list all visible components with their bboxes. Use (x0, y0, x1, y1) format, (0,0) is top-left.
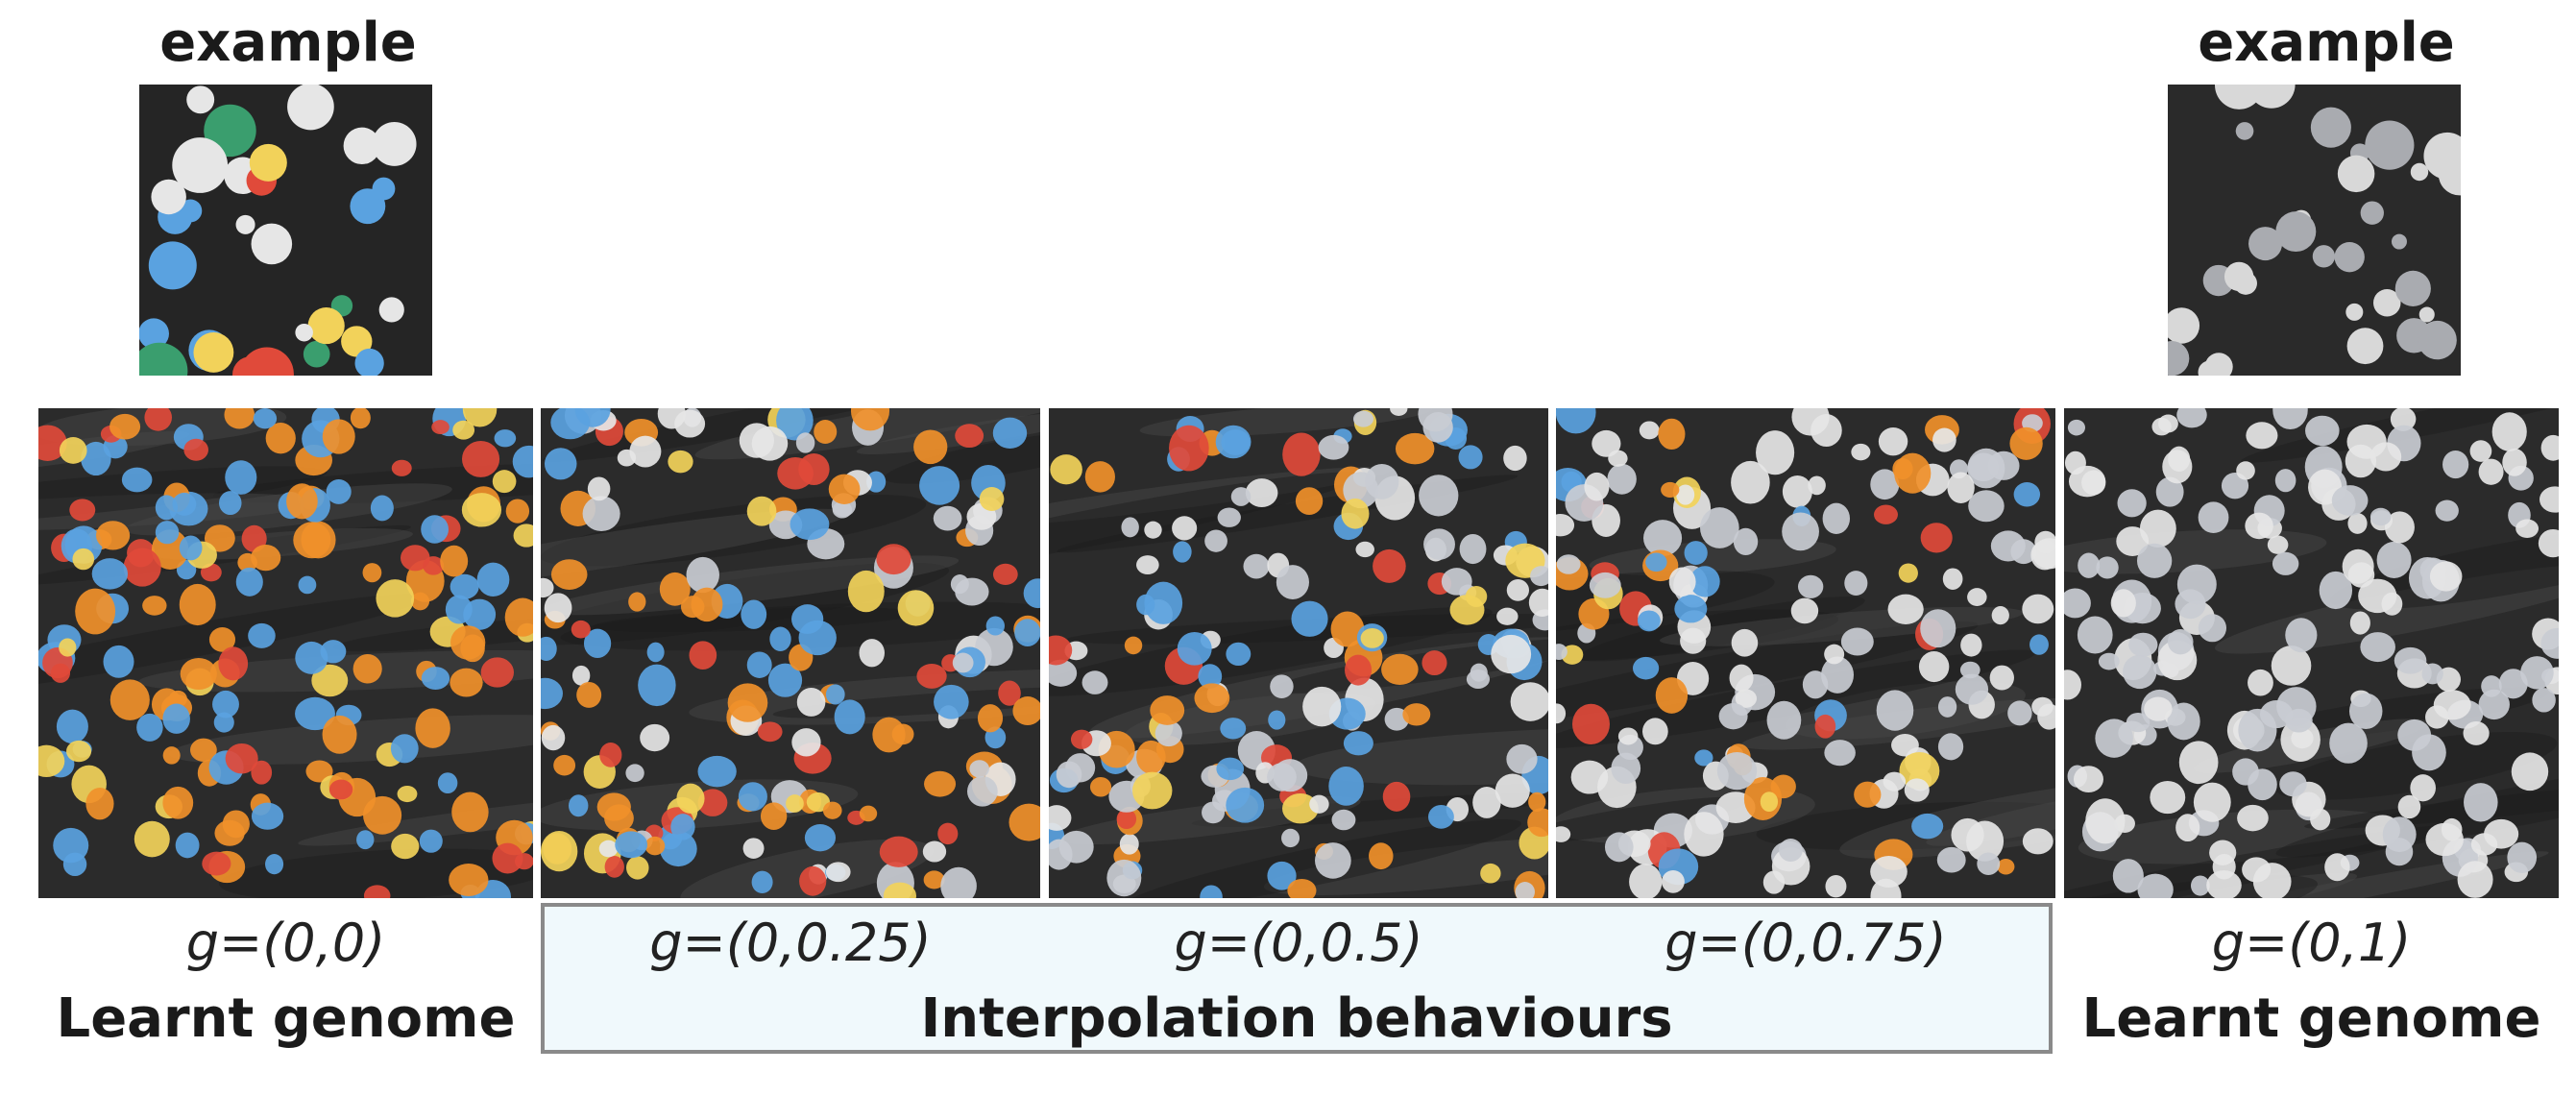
interpolation-box (541, 903, 2053, 1054)
texture-panel-g-0-0 (38, 408, 533, 898)
caption-learnt-genome-right: Learnt genome (2081, 987, 2541, 1050)
genome-label-1: g=(0,0.25) (649, 913, 932, 973)
example-label-right: example (2198, 12, 2455, 74)
example-image-gray (2168, 85, 2461, 376)
genome-label-3: g=(0,0.75) (1665, 913, 1947, 973)
example-image-colored (139, 85, 432, 376)
caption-interpolation-behaviours: Interpolation behaviours (920, 987, 1673, 1050)
genome-label-2: g=(0,0.5) (1174, 913, 1423, 973)
genome-label-0: g=(0,0) (185, 913, 386, 973)
texture-panel-g-0-075 (1556, 408, 2055, 898)
texture-panel-g-0-05 (1049, 408, 1548, 898)
texture-panel-g-0-1 (2064, 408, 2559, 898)
texture-panel-g-0-025 (541, 408, 1040, 898)
genome-label-4: g=(0,1) (2211, 913, 2412, 973)
caption-learnt-genome-left: Learnt genome (56, 987, 516, 1050)
example-label-left: example (159, 12, 417, 74)
